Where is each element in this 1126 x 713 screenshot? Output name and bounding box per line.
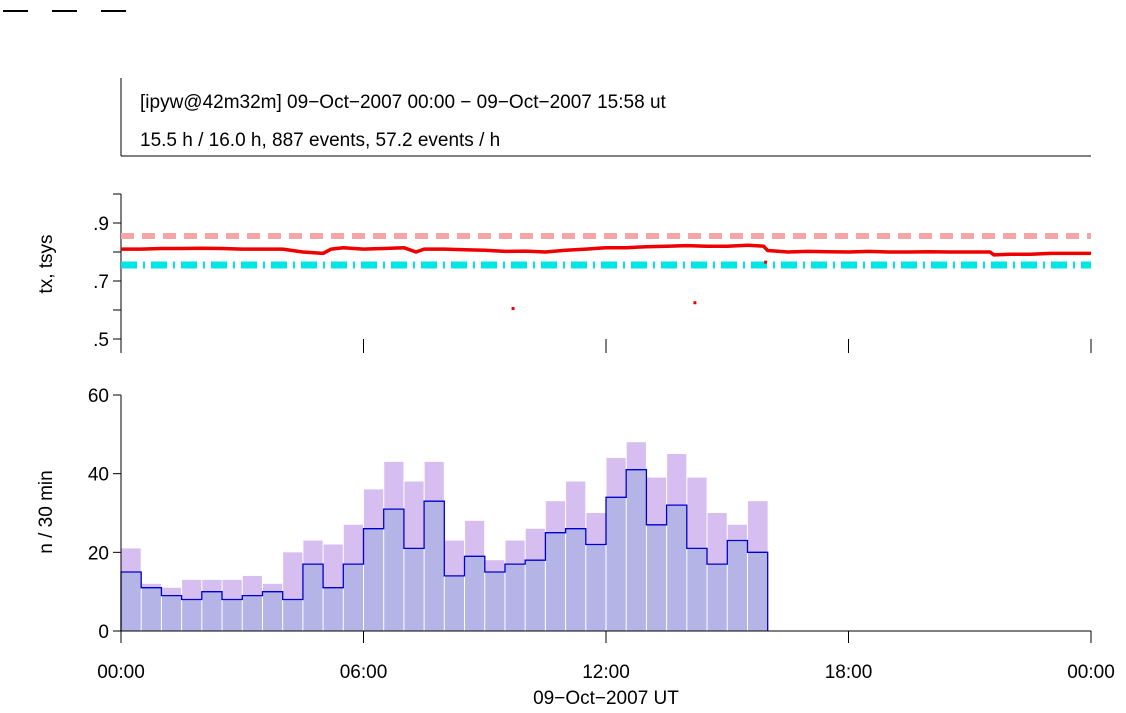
bar-subset: [161, 595, 182, 631]
tx-outlier-point: [693, 301, 697, 305]
tx-outlier-point: [511, 307, 515, 311]
bar-subset: [242, 595, 263, 631]
bar-subset: [444, 575, 465, 631]
header-line-1: [ipyw@42m32m] 09−Oct−2007 00:00 − 09−Oct…: [140, 92, 667, 113]
bar-subset: [626, 469, 647, 631]
bottom-y-axis-label: n / 30 min: [36, 470, 57, 553]
tx-tsys-panel: tx, tsys .5 .7 .9: [36, 193, 1092, 353]
bottom-y-tick-label: 60: [88, 386, 109, 407]
x-tick-label: 00:00: [1067, 662, 1115, 683]
subset-step-outline: [120, 469, 769, 631]
tx-trace: [121, 243, 1091, 311]
x-tick-label: 18:00: [825, 662, 873, 683]
bar-subset: [464, 556, 485, 631]
bar-subset: [727, 540, 748, 631]
tx-outlier-point: [764, 260, 768, 264]
bar-subset: [686, 548, 708, 631]
events-histogram-panel: n / 30 min 0 20 40 60 00:00 06:00 12:00 18:00 00…: [36, 386, 1115, 709]
bar-subset: [141, 587, 162, 631]
bar-subset: [606, 497, 627, 631]
bar-subset: [666, 505, 687, 631]
bar-subset: [343, 564, 364, 631]
bar-subset: [121, 572, 142, 631]
bar-subset: [504, 564, 526, 631]
bar-subset: [383, 509, 404, 631]
top-y-axis-label: tx, tsys: [36, 234, 57, 293]
bar-subset: [323, 587, 344, 631]
bar-subset: [181, 599, 202, 631]
bar-subset: [565, 528, 586, 631]
bar-subset: [585, 544, 606, 631]
bar-subset: [282, 599, 303, 631]
bottom-y-tick-label: 0: [98, 622, 109, 643]
bar-subset: [302, 564, 324, 631]
x-tick-label: 06:00: [340, 662, 388, 683]
top-axes: .5 .7 .9: [93, 193, 1092, 353]
top-y-tick-label: .5: [93, 330, 109, 351]
bar-subset: [424, 501, 445, 631]
bar-subset: [707, 564, 728, 631]
bottom-axes: 0 20 40 60 00:00 06:00 12:00 18:00 00:00: [88, 386, 1115, 683]
tx-line: [121, 243, 1091, 257]
bars-subset: [120, 442, 769, 631]
header-line-2: 15.5 h / 16.0 h, 887 events, 57.2 events…: [140, 130, 500, 151]
bottom-y-tick-label: 40: [88, 465, 109, 486]
x-tick-label: 12:00: [582, 662, 630, 683]
reference-lines: [121, 233, 1091, 269]
bar-subset: [403, 548, 425, 631]
x-axis-title: 09−Oct−2007 UT: [533, 688, 679, 709]
bottom-y-tick-label: 20: [88, 543, 109, 564]
x-tick-label: 00:00: [97, 662, 145, 683]
bar-subset: [201, 591, 223, 631]
bar-subset: [222, 599, 243, 631]
bar-subset: [525, 560, 546, 631]
bar-subset: [545, 532, 566, 631]
bar-subset: [484, 572, 505, 631]
top-y-tick-label: .9: [93, 214, 109, 235]
bar-subset: [262, 591, 283, 631]
top-y-tick-label: .7: [93, 272, 109, 293]
bar-subset: [363, 528, 384, 631]
bar-subset: [747, 552, 768, 631]
header-panel: [ipyw@42m32m] 09−Oct−2007 00:00 − 09−Oct…: [120, 78, 1091, 157]
bar-subset: [646, 524, 667, 631]
